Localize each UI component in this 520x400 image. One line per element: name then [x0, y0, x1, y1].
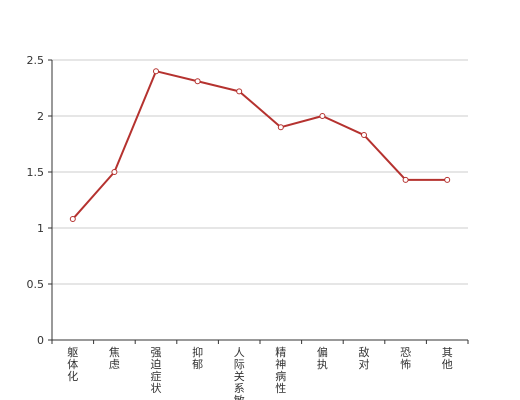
x-tick-label: 抑郁 — [192, 345, 203, 371]
x-tick-label: 精神病性 — [275, 346, 286, 395]
data-point[interactable] — [444, 176, 451, 183]
data-point[interactable] — [277, 124, 284, 131]
y-tick-label: 2.5 — [27, 54, 45, 67]
x-tick-label: 躯体化 — [67, 346, 78, 383]
data-point[interactable] — [153, 68, 159, 75]
x-tick-label: 焦虑 — [109, 346, 120, 371]
data-point[interactable] — [319, 113, 326, 119]
y-tick-label: 0.5 — [27, 278, 45, 291]
data-point[interactable] — [361, 132, 367, 139]
x-tick-label: 敌对 — [359, 345, 370, 371]
y-tick-label: 1.5 — [27, 166, 45, 179]
data-point[interactable] — [402, 176, 409, 183]
y-tick-labels: 0 0.5 1 1.5 2 2.5 — [27, 54, 45, 347]
x-tick-labels: 躯体化 焦虑 强迫症状 抑郁 人际关系敏 精神病性 偏执 敌对 恐怖 其他 — [67, 345, 452, 400]
series-line — [72, 70, 448, 220]
y-tick-label: 0 — [37, 334, 44, 347]
x-tick-label: 偏执 — [317, 345, 328, 371]
data-point[interactable] — [194, 78, 201, 85]
x-tick-label: 人际关系敏 — [234, 346, 245, 400]
series — [69, 68, 451, 223]
grid-lines — [52, 59, 468, 285]
x-tick-label: 其他 — [442, 346, 453, 371]
y-tick-label: 2 — [37, 110, 44, 123]
x-tick-label: 恐怖 — [400, 346, 411, 371]
data-point[interactable] — [69, 216, 76, 223]
y-tick-label: 1 — [37, 222, 44, 235]
x-tick-label: 强迫症状 — [151, 346, 162, 395]
data-point[interactable] — [111, 169, 118, 175]
data-point[interactable] — [236, 88, 243, 95]
axes — [48, 59, 469, 344]
